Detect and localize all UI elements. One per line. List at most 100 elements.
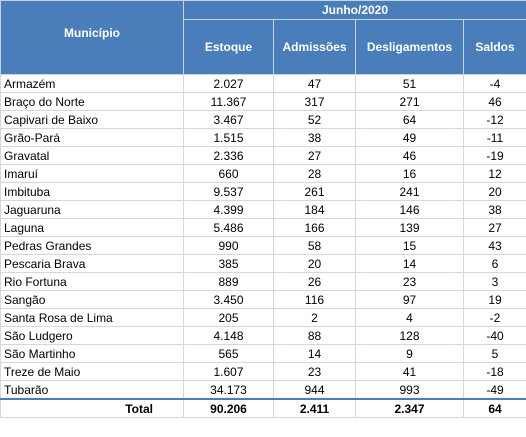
- cell: 6: [462, 254, 526, 273]
- municipality: São Ludgero: [0, 326, 184, 345]
- total-label: Total: [0, 398, 184, 418]
- cell: 3: [462, 272, 526, 291]
- cell: 4.399: [183, 200, 274, 219]
- cell: 271: [355, 92, 464, 111]
- table-row: Tubarão 34.173 944 993 -49: [0, 380, 526, 400]
- cell: 49: [355, 128, 464, 147]
- cell: 3.450: [183, 290, 274, 309]
- municipality: Laguna: [0, 218, 184, 237]
- table-row: Sangão 3.450 116 97 19: [0, 290, 526, 309]
- cell: 565: [183, 344, 274, 363]
- cell: 5.486: [183, 218, 274, 237]
- cell: 4: [355, 308, 464, 327]
- municipality: Grão-Pará: [0, 128, 184, 147]
- total-row: Total 90.206 2.411 2.347 64: [0, 398, 526, 418]
- municipality: Armazém: [0, 74, 184, 93]
- cell: 51: [355, 74, 464, 93]
- cell: 116: [273, 290, 356, 309]
- cell: -40: [462, 326, 526, 345]
- column-header: Saldos: [462, 19, 526, 75]
- municipality: Pedras Grandes: [0, 236, 184, 255]
- cell: 14: [355, 254, 464, 273]
- cell: 43: [462, 236, 526, 255]
- cell: 16: [355, 164, 464, 183]
- cell: 97: [355, 290, 464, 309]
- total-cell: 2.347: [355, 398, 464, 418]
- cell: 990: [183, 236, 274, 255]
- cell: -2: [462, 308, 526, 327]
- total-cell: 90.206: [183, 398, 274, 418]
- cell: 46: [462, 92, 526, 111]
- cell: 2.336: [183, 146, 274, 165]
- cell: -11: [462, 128, 526, 147]
- table-row: São Martinho 565 14 9 5: [0, 344, 526, 363]
- cell: 660: [183, 164, 274, 183]
- municipality: Treze de Maio: [0, 362, 184, 381]
- cell: 23: [273, 362, 356, 381]
- cell: 146: [355, 200, 464, 219]
- municipality: Braço do Norte: [0, 92, 184, 111]
- table-row: Armazém 2.027 47 51 -4: [0, 74, 526, 93]
- cell: 46: [355, 146, 464, 165]
- municipality: Tubarão: [0, 380, 184, 400]
- municipality: Capivari de Baixo: [0, 110, 184, 129]
- cell: 27: [273, 146, 356, 165]
- cell: 944: [273, 380, 356, 400]
- cell: 38: [462, 200, 526, 219]
- cell: 11.367: [183, 92, 274, 111]
- table-row: Rio Fortuna 889 26 23 3: [0, 272, 526, 291]
- cell: 139: [355, 218, 464, 237]
- table-row: Imbituba 9.537 261 241 20: [0, 182, 526, 201]
- municipality: Rio Fortuna: [0, 272, 184, 291]
- cell: 9: [355, 344, 464, 363]
- total-cell: 2.411: [273, 398, 356, 418]
- table-row: Capivari de Baixo 3.467 52 64 -12: [0, 110, 526, 129]
- table-row: Braço do Norte 11.367 317 271 46: [0, 92, 526, 111]
- cell: 52: [273, 110, 356, 129]
- municipality: Imbituba: [0, 182, 184, 201]
- cell: 9.537: [183, 182, 274, 201]
- cell: 317: [273, 92, 356, 111]
- cell: 20: [273, 254, 356, 273]
- jobs-table: Município Junho/2020 Estoque Admissões Des…: [0, 0, 526, 418]
- cell: 14: [273, 344, 356, 363]
- cell: 385: [183, 254, 274, 273]
- cell: -19: [462, 146, 526, 165]
- table-row: Gravatal 2.336 27 46 -19: [0, 146, 526, 165]
- cell: 4.148: [183, 326, 274, 345]
- cell: 41: [355, 362, 464, 381]
- cell: 28: [273, 164, 356, 183]
- municipality: Jaguaruna: [0, 200, 184, 219]
- table-row: Imaruí 660 28 16 12: [0, 164, 526, 183]
- cell: 2: [273, 308, 356, 327]
- cell: 34.173: [183, 380, 274, 400]
- cell: 23: [355, 272, 464, 291]
- table-row: Santa Rosa de Lima 205 2 4 -2: [0, 308, 526, 327]
- corner-header: Município: [0, 0, 184, 75]
- cell: 88: [273, 326, 356, 345]
- cell: 3.467: [183, 110, 274, 129]
- municipality: Santa Rosa de Lima: [0, 308, 184, 327]
- municipality: Sangão: [0, 290, 184, 309]
- cell: 47: [273, 74, 356, 93]
- municipality: Gravatal: [0, 146, 184, 165]
- cell: 261: [273, 182, 356, 201]
- cell: -4: [462, 74, 526, 93]
- municipality: Imaruí: [0, 164, 184, 183]
- table-row: Grão-Pará 1.515 38 49 -11: [0, 128, 526, 147]
- municipality: Pescaria Brava: [0, 254, 184, 273]
- column-header: Desligamentos: [355, 19, 464, 75]
- cell: 15: [355, 236, 464, 255]
- table-row: São Ludgero 4.148 88 128 -40: [0, 326, 526, 345]
- cell: 184: [273, 200, 356, 219]
- total-cell: 64: [462, 398, 526, 418]
- column-header: Estoque: [183, 19, 274, 75]
- period-header: Junho/2020: [182, 0, 526, 20]
- cell: 166: [273, 218, 356, 237]
- cell: 128: [355, 326, 464, 345]
- cell: 5: [462, 344, 526, 363]
- cell: 27: [462, 218, 526, 237]
- table-row: Jaguaruna 4.399 184 146 38: [0, 200, 526, 219]
- table-row: Pescaria Brava 385 20 14 6: [0, 254, 526, 273]
